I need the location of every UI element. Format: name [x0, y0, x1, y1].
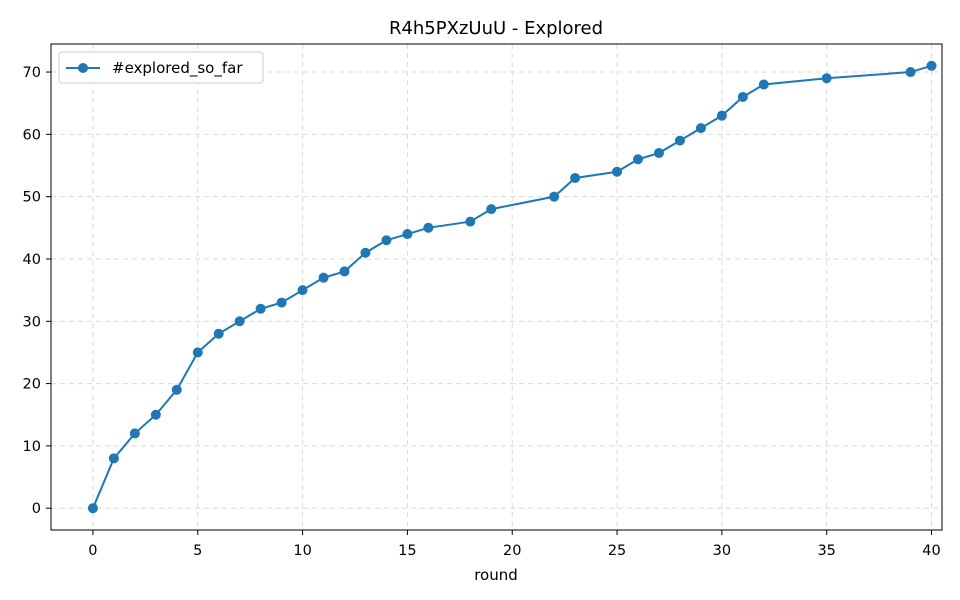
data-point: [192, 347, 203, 358]
data-point: [108, 453, 119, 464]
x-tick-label: 35: [817, 543, 835, 559]
data-point: [276, 297, 287, 308]
x-tick-label: 5: [193, 543, 202, 559]
y-tick-label: 20: [23, 377, 41, 393]
data-point: [905, 67, 916, 78]
data-point: [171, 384, 182, 395]
x-tick-label: 40: [922, 543, 940, 559]
data-point: [423, 222, 434, 233]
y-tick-label: 0: [32, 501, 41, 517]
y-tick-label: 60: [23, 127, 41, 143]
grid: [51, 44, 942, 530]
y-tick-label: 70: [23, 65, 41, 81]
x-tick-label: 30: [713, 543, 731, 559]
data-point: [129, 428, 140, 439]
x-tick-label: 10: [293, 543, 311, 559]
data-point: [633, 154, 644, 165]
data-point: [612, 166, 623, 177]
series-layer: [87, 60, 937, 514]
data-point: [213, 328, 224, 339]
x-tick-label: 0: [88, 543, 97, 559]
data-point: [758, 79, 769, 90]
data-point: [465, 216, 476, 227]
x-tick-label: 25: [608, 543, 626, 559]
chart-title: R4h5PXzUuU - Explored: [389, 18, 603, 39]
plot-frame: [50, 43, 943, 531]
y-tick-label: 30: [23, 314, 41, 330]
data-point: [234, 316, 245, 327]
data-point: [381, 235, 392, 246]
data-point: [360, 247, 371, 258]
y-tick-label: 40: [23, 252, 41, 268]
legend-label: #explored_so_far: [112, 59, 243, 78]
data-point: [737, 91, 748, 102]
data-point: [821, 73, 832, 84]
data-point: [318, 272, 329, 283]
data-point: [297, 285, 308, 296]
axes: 0 5 10 15 20 25 30 35 40 0 10 20 30 40 50 60 70: [23, 65, 941, 559]
data-point: [150, 409, 161, 420]
data-point: [486, 204, 497, 215]
data-point: [255, 303, 266, 314]
legend-marker-swatch: [78, 63, 88, 73]
y-tick-label: 10: [23, 439, 41, 455]
legend: #explored_so_far: [58, 51, 264, 84]
data-point: [87, 503, 98, 514]
legend-box: [58, 51, 264, 84]
data-point: [695, 123, 706, 134]
data-point: [339, 266, 350, 277]
data-point: [674, 135, 685, 146]
data-point: [716, 110, 727, 121]
data-point: [549, 191, 560, 202]
data-point: [570, 172, 581, 183]
x-tick-label: 15: [398, 543, 416, 559]
x-axis-label: round: [474, 566, 518, 584]
y-tick-label: 50: [23, 190, 41, 206]
x-tick-label: 20: [503, 543, 521, 559]
data-point: [926, 60, 937, 71]
data-point: [653, 148, 664, 159]
data-point: [402, 229, 413, 240]
